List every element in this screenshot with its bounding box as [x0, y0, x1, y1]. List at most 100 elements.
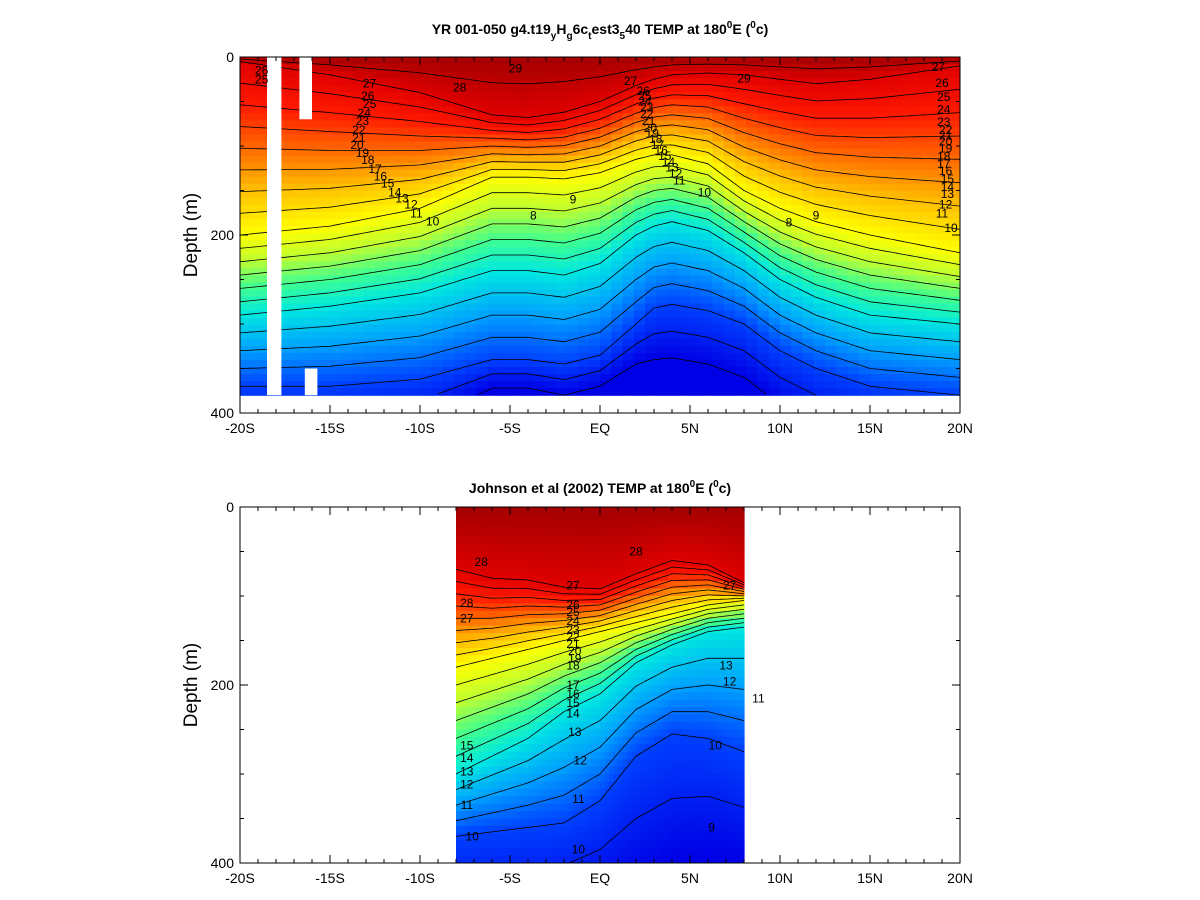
- field-cell: [431, 85, 444, 93]
- field-cell: [555, 833, 561, 842]
- field-cell: [555, 268, 567, 277]
- field-cell: [469, 588, 475, 597]
- field-cell: [537, 855, 543, 863]
- field-cell: [505, 640, 511, 649]
- field-cell: [825, 381, 837, 389]
- contour-label: 17: [937, 157, 951, 171]
- field-cell: [847, 190, 860, 199]
- field-cell: [559, 670, 565, 679]
- field-cell: [847, 162, 860, 171]
- field-cell: [577, 345, 590, 354]
- field-cell: [926, 71, 939, 79]
- field-cell: [501, 588, 507, 597]
- field-cell: [307, 169, 320, 178]
- field-cell: [609, 603, 615, 612]
- field-cell: [498, 64, 511, 72]
- field-cell: [723, 381, 736, 389]
- field-cell: [546, 818, 552, 827]
- field-cell: [285, 381, 297, 389]
- field-cell: [690, 190, 702, 199]
- field-cell: [330, 85, 342, 93]
- field-cell: [478, 751, 484, 760]
- field-cell: [546, 811, 552, 820]
- field-cell: [453, 233, 466, 241]
- field-cell: [487, 367, 500, 375]
- field-cell: [352, 324, 365, 333]
- field-cell: [460, 581, 466, 590]
- field-cell: [386, 92, 399, 100]
- field-cell: [550, 536, 556, 545]
- field-cell: [915, 204, 927, 213]
- field-cell: [948, 317, 960, 326]
- field-cell: [813, 381, 826, 389]
- field-cell: [600, 71, 612, 79]
- field-cell: [397, 275, 410, 284]
- field-cell: [870, 176, 882, 185]
- field-cell: [408, 359, 421, 368]
- field-cell: [285, 324, 297, 333]
- field-cell: [498, 226, 511, 234]
- field-cell: [582, 514, 588, 523]
- field-cell: [903, 219, 916, 227]
- field-cell: [341, 226, 354, 234]
- field-cell: [712, 141, 725, 150]
- field-cell: [555, 254, 567, 262]
- field-cell: [566, 85, 579, 93]
- field-cell: [858, 331, 871, 340]
- field-cell: [645, 374, 657, 382]
- field-cell: [701, 254, 714, 262]
- field-cell: [483, 588, 489, 597]
- field-cell: [735, 233, 747, 241]
- field-cell: [600, 670, 606, 679]
- field-cell: [453, 106, 466, 114]
- field-cell: [915, 148, 927, 157]
- field-cell: [937, 162, 950, 171]
- field-cell: [514, 603, 520, 612]
- field-cell: [735, 78, 747, 86]
- field-cell: [510, 78, 522, 86]
- field-cell: [573, 618, 579, 627]
- field-cell: [465, 751, 471, 760]
- field-cell: [903, 226, 916, 234]
- field-cell: [492, 751, 498, 760]
- field-cell: [510, 275, 522, 284]
- field-cell: [460, 736, 466, 745]
- field-cell: [600, 85, 612, 93]
- field-cell: [296, 155, 309, 164]
- field-cell: [588, 226, 601, 234]
- field-cell: [453, 240, 466, 248]
- field-cell: [487, 618, 493, 627]
- field-cell: [588, 240, 601, 248]
- field-cell: [240, 331, 252, 340]
- field-cell: [465, 71, 477, 79]
- field-cell: [543, 197, 556, 206]
- field-cell: [903, 388, 916, 396]
- field-cell: [532, 507, 538, 516]
- field-cell: [712, 261, 725, 269]
- field-cell: [465, 796, 471, 805]
- field-cell: [330, 352, 342, 361]
- field-cell: [847, 212, 860, 220]
- field-cell: [566, 141, 579, 150]
- field-cell: [501, 699, 507, 708]
- field-cell: [341, 148, 354, 157]
- field-cell: [591, 633, 597, 642]
- field-cell: [555, 282, 567, 291]
- field-cell: [474, 536, 480, 545]
- field-cell: [496, 588, 502, 597]
- field-cell: [825, 240, 837, 248]
- field-cell: [937, 324, 950, 333]
- contour-label: 8: [530, 208, 537, 222]
- field-cell: [431, 352, 444, 361]
- field-cell: [836, 219, 849, 227]
- field-cell: [622, 219, 635, 227]
- field-cell: [487, 169, 500, 178]
- field-cell: [915, 247, 927, 255]
- field-cell: [948, 162, 960, 171]
- field-cell: [633, 78, 646, 86]
- field-cell: [858, 148, 871, 157]
- field-cell: [915, 64, 927, 72]
- field-cell: [352, 282, 365, 291]
- field-cell: [483, 544, 489, 553]
- field-cell: [609, 774, 615, 783]
